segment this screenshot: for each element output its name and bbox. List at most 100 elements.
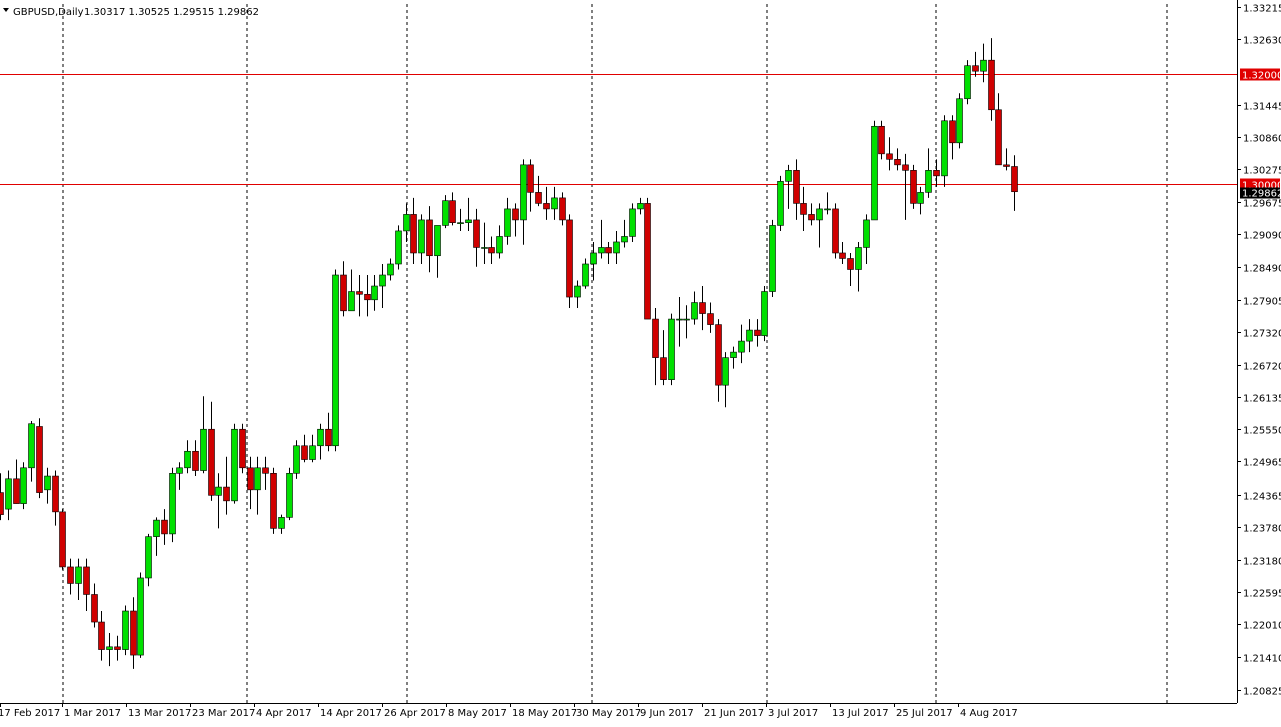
- candle-body: [894, 159, 901, 166]
- current-price-marker: [1240, 187, 1280, 199]
- candle-body: [949, 120, 956, 144]
- candle-body: [13, 478, 20, 504]
- y-tick-label: 1.30275: [1243, 166, 1281, 177]
- candle-body: [691, 302, 698, 320]
- candle-body: [754, 329, 761, 336]
- candle-body: [28, 423, 35, 469]
- y-tick-label: 1.29090: [1243, 231, 1281, 242]
- candle-body: [590, 252, 597, 265]
- candle-body: [637, 203, 644, 210]
- candle-body: [613, 241, 620, 254]
- y-tick-label: 1.29675: [1243, 199, 1281, 210]
- candle-body: [520, 164, 527, 221]
- candle-body: [449, 200, 456, 223]
- candle-body: [137, 577, 144, 656]
- candle-body: [481, 247, 488, 249]
- y-tick-label: 1.23780: [1243, 524, 1281, 535]
- candle-body: [793, 170, 800, 204]
- candle-body: [972, 65, 979, 72]
- candle-body: [254, 467, 261, 491]
- y-tick-label: 1.33215: [1243, 4, 1281, 15]
- candle-body: [270, 473, 277, 529]
- candle-body: [715, 324, 722, 386]
- candle-body: [434, 225, 441, 257]
- symbol-label: GBPUSD,Daily: [13, 7, 84, 18]
- candle-body: [176, 467, 183, 474]
- candle-body: [917, 192, 924, 204]
- x-tick-label: 18 May 2017: [512, 708, 577, 719]
- candle-body: [239, 428, 246, 469]
- candle-body: [941, 120, 948, 177]
- candle-body: [153, 519, 160, 537]
- candle-body: [816, 208, 823, 221]
- ohlc-label: 1.30317 1.30525 1.29515 1.29862: [84, 7, 259, 18]
- candle-body: [262, 467, 269, 474]
- candle-body: [566, 219, 573, 298]
- candle-body: [832, 208, 839, 254]
- candle-body: [800, 203, 807, 215]
- candle-body: [317, 428, 324, 447]
- candle-body: [332, 274, 339, 447]
- candle-body: [465, 219, 472, 223]
- candle-body: [395, 230, 402, 265]
- candle-body: [215, 486, 222, 496]
- candle-body: [340, 274, 347, 312]
- candle-body: [559, 197, 566, 221]
- y-tick-label: 1.22595: [1243, 589, 1281, 600]
- candle-body: [855, 247, 862, 270]
- candle-body: [286, 473, 293, 518]
- candle-body: [824, 208, 831, 211]
- candle-body: [722, 357, 729, 386]
- y-tick-label: 1.27905: [1243, 297, 1281, 308]
- y-tick-label: 1.22010: [1243, 621, 1281, 632]
- x-tick-label: 23 Mar 2017: [192, 708, 255, 719]
- candle-body: [746, 329, 753, 342]
- y-tick-label: 1.31445: [1243, 102, 1281, 113]
- y-tick-label: 1.20825: [1243, 687, 1281, 698]
- candle-body: [652, 318, 659, 358]
- chart-frame: [0, 0, 1238, 704]
- candle-body: [995, 109, 1002, 166]
- candle-body: [808, 214, 815, 221]
- level-marker: [1240, 68, 1280, 81]
- candle-body: [871, 125, 878, 221]
- candle-body: [878, 125, 885, 155]
- candle-body: [403, 214, 410, 232]
- y-tick-label: 1.24965: [1243, 458, 1281, 469]
- candle-body: [364, 293, 371, 301]
- candle-body: [574, 285, 581, 298]
- x-tick-label: 13 Mar 2017: [128, 708, 191, 719]
- candle-body: [379, 274, 386, 287]
- candle-body: [910, 170, 917, 204]
- candle-body: [44, 475, 51, 491]
- candle-body: [527, 164, 534, 193]
- candle-body: [114, 646, 121, 650]
- y-tick-label: 1.26135: [1243, 394, 1281, 405]
- candle-body: [293, 445, 300, 474]
- candle-body: [699, 302, 706, 314]
- candle-body: [91, 594, 98, 623]
- candle-body: [769, 225, 776, 292]
- candle-body: [683, 318, 690, 321]
- x-tick-label: 14 Apr 2017: [320, 708, 382, 719]
- candle-body: [886, 153, 893, 160]
- candle-body: [964, 65, 971, 100]
- candle-body: [67, 566, 74, 584]
- candle-body: [36, 426, 43, 493]
- candle-body: [5, 478, 12, 510]
- candle-body: [52, 475, 59, 513]
- x-tick-label: 21 Jun 2017: [704, 708, 764, 719]
- candle-body: [777, 181, 784, 226]
- dropdown-triangle-icon[interactable]: [3, 8, 9, 12]
- candle-body: [644, 203, 651, 320]
- candle-body: [621, 236, 628, 243]
- current-price-label: 1.29862: [1242, 189, 1281, 200]
- candle-body: [543, 203, 550, 210]
- candle-body: [980, 59, 987, 72]
- x-tick-label: 3 Jul 2017: [768, 708, 818, 719]
- x-tick-label: 1 Mar 2017: [64, 708, 121, 719]
- y-tick-label: 1.24365: [1243, 492, 1281, 503]
- candle-body: [738, 340, 745, 353]
